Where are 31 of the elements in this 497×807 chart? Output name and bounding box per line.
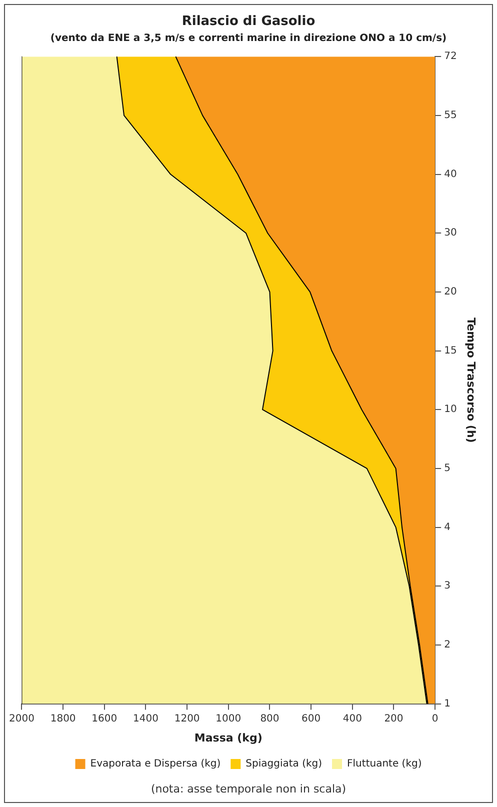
x-tick-label: 1400: [133, 713, 158, 724]
y-tick-label: 5: [444, 463, 450, 474]
x-tick-label: 1000: [216, 713, 242, 724]
y-tick-label: 2: [444, 640, 450, 651]
x-tick-label: 1800: [50, 713, 76, 724]
y-tick-label: 1: [444, 698, 450, 710]
text: (nota: asse temporale non in scala): [150, 782, 346, 796]
legend-label: Spiaggiata (kg): [246, 758, 322, 770]
x-axis-title: Massa (kg): [194, 731, 262, 744]
x-tick-label: 0: [432, 713, 438, 724]
y-tick-label: 55: [444, 110, 457, 122]
x-tick-label: 1200: [174, 713, 200, 724]
x-tick-label: 800: [260, 713, 280, 724]
y-tick-label: 30: [444, 228, 457, 239]
y-axis-title: Tempo Trascorso (h): [464, 318, 478, 443]
x-tick-label: 600: [302, 713, 321, 724]
chart-title: Rilascio di Gasolio: [182, 14, 316, 30]
x-tick-label: 1600: [92, 713, 118, 724]
y-tick-label: 15: [444, 345, 457, 356]
y-tick-label: 72: [444, 51, 457, 62]
y-tick-label: 10: [444, 404, 457, 416]
legend-label: Evaporata e Dispersa (kg): [90, 758, 221, 770]
legend-label: Fluttuante (kg): [347, 758, 422, 770]
x-tick-label: 400: [342, 713, 362, 724]
chart-subtitle: (vento da ENE a 3,5 m/s e correnti marine in direzione ONO a 10 cm/s): [50, 33, 447, 44]
y-tick-label: 4: [444, 522, 450, 533]
y-tick-label: 3: [444, 580, 450, 592]
y-tick-label: 20: [444, 286, 457, 298]
y-tick-label: 40: [444, 168, 457, 180]
x-tick-label: 200: [384, 713, 404, 724]
x-tick-label: 2000: [9, 713, 34, 724]
